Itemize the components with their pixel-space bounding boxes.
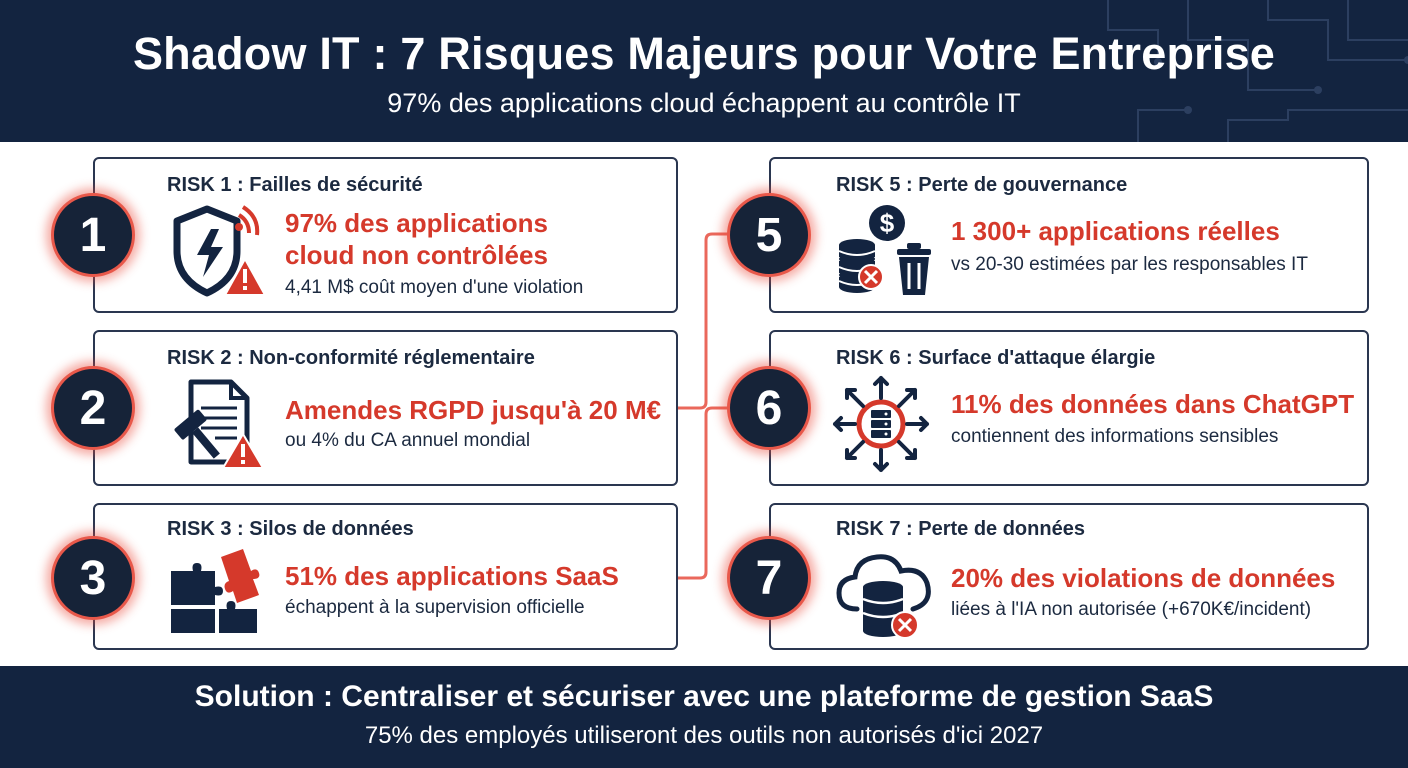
risk-stat-line2: cloud non contrôlées xyxy=(285,240,548,270)
risk-detail: liées à l'IA non autorisée (+670K€/incid… xyxy=(951,599,1312,620)
risk-detail: contiennent des informations sensibles xyxy=(951,426,1279,447)
risk-stat: 20% des violations de données xyxy=(951,563,1336,593)
risk-number-badge-5: 5 xyxy=(727,193,811,277)
risk-title: RISK 3 : Silos de données xyxy=(167,518,414,540)
risk-card-2: RISK 2 : Non-conformité réglementaire Am… xyxy=(93,330,678,486)
risk-card-6: RISK 6 : Surface d'attaque élargie 11% d… xyxy=(769,330,1369,486)
risk-title: RISK 6 : Surface d'attaque élargie xyxy=(836,347,1156,369)
risk-number-badge-7: 7 xyxy=(727,536,811,620)
risk-card-1: RISK 1 : Failles de sécurité 97% des app… xyxy=(93,157,678,313)
puzzle-pieces-icon xyxy=(171,549,260,633)
risk-stat: 1 300+ applications réelles xyxy=(951,216,1280,246)
risk-title: RISK 7 : Perte de données xyxy=(836,518,1085,540)
footer-note: 75% des employés utiliseront des outils … xyxy=(364,722,1044,749)
shield-lightning-warning-icon xyxy=(173,205,266,297)
risk-card-5: RISK 5 : Perte de gouvernance $ 1 300+ a… xyxy=(769,157,1369,313)
risk-title: RISK 2 : Non-conformité réglementaire xyxy=(167,347,535,369)
risk-detail: échappent à la supervision officielle xyxy=(285,597,585,618)
risk-number-badge-3: 3 xyxy=(51,536,135,620)
solution-text: Solution : Centraliser et sécuriser avec… xyxy=(194,680,1214,713)
cloud-database-error-icon xyxy=(836,554,931,639)
server-arrows-icon xyxy=(833,376,929,472)
risk-title: RISK 1 : Failles de sécurité xyxy=(167,174,423,196)
svg-text:$: $ xyxy=(880,208,895,238)
footer-banner: Solution : Centraliser et sécuriser avec… xyxy=(0,666,1408,768)
coins-dollar-trash-icon: $ xyxy=(838,205,931,295)
circuit-pattern-decoration xyxy=(1107,0,1408,142)
risk-stat: 11% des données dans ChatGPT xyxy=(951,389,1355,419)
risk-number-badge-1: 1 xyxy=(51,193,135,277)
risk-stat: Amendes RGPD jusqu'à 20 M€ xyxy=(285,395,662,425)
risk-card-7: RISK 7 : Perte de données 20% des violat… xyxy=(769,503,1369,650)
risk-number-badge-6: 6 xyxy=(727,366,811,450)
document-gavel-warning-icon xyxy=(174,379,264,469)
risk-detail: 4,41 M$ coût moyen d'une violation xyxy=(285,277,584,298)
page-title: Shadow IT : 7 Risques Majeurs pour Votre… xyxy=(132,28,1276,79)
risk-stat: 51% des applications SaaS xyxy=(285,561,619,591)
page-subtitle: 97% des applications cloud échappent au … xyxy=(387,88,1021,118)
risk-detail: ou 4% du CA annuel mondial xyxy=(285,430,531,451)
risk-detail: vs 20-30 estimées par les responsables I… xyxy=(951,254,1308,275)
risk-number-badge-2: 2 xyxy=(51,366,135,450)
risk-card-3: RISK 3 : Silos de données 51% des applic… xyxy=(93,503,678,650)
header-banner: Shadow IT : 7 Risques Majeurs pour Votre… xyxy=(0,0,1408,142)
risk-title: RISK 5 : Perte de gouvernance xyxy=(836,174,1128,196)
risk-stat: 97% des applications xyxy=(285,208,548,238)
